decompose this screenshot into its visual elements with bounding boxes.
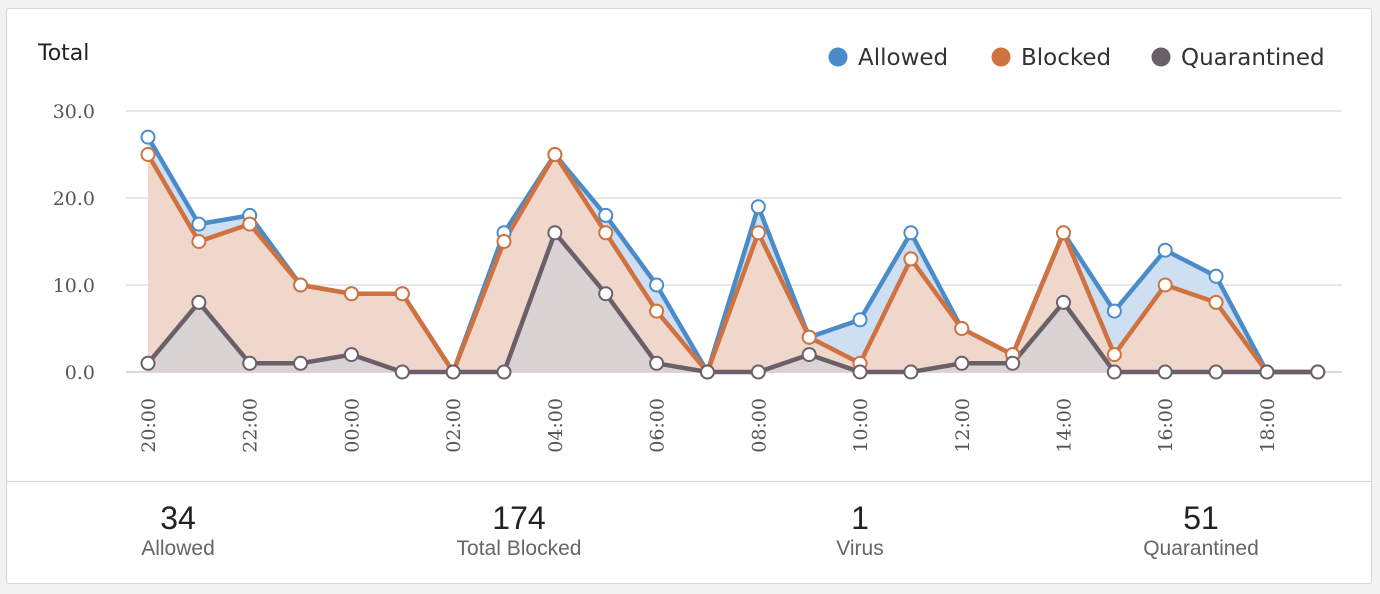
data-point-blocked	[242, 216, 258, 232]
legend-label-blocked: Blocked	[1021, 45, 1111, 71]
data-point-quarantined	[1310, 364, 1326, 380]
data-point-blocked	[1157, 277, 1173, 293]
x-tick-label: 22:00	[240, 398, 262, 453]
series-line-blocked	[146, 152, 1318, 375]
data-point-blocked	[903, 251, 919, 267]
data-point-allowed	[1157, 242, 1173, 258]
data-point-quarantined	[903, 364, 919, 380]
data-point-blocked	[394, 286, 410, 302]
y-tick-label: 30.0	[53, 101, 95, 123]
data-point-quarantined	[1106, 364, 1122, 380]
data-point-quarantined	[1208, 364, 1224, 380]
series-line-quarantined	[146, 230, 1318, 375]
stat-value: 34	[160, 500, 196, 536]
stat-label: Quarantined	[1143, 537, 1259, 560]
x-tick-label: 20:00	[138, 398, 160, 453]
line-area-chart: Total 0.0 10.0 20.0 30.0 20:00 22:00 00:00 02:00…	[37, 41, 1342, 453]
data-point-blocked	[954, 321, 970, 336]
stat-label: Allowed	[141, 537, 215, 560]
card-divider	[6, 481, 1372, 482]
data-point-allowed	[191, 216, 207, 232]
data-point-allowed	[750, 199, 766, 215]
data-point-blocked	[750, 225, 766, 241]
data-point-quarantined	[1157, 364, 1173, 380]
data-point-quarantined	[954, 355, 970, 371]
stat-virus: 1 Virus	[720, 500, 1000, 562]
data-point-quarantined	[598, 286, 614, 302]
data-point-blocked	[1208, 294, 1224, 310]
stat-quarantined: 51 Quarantined	[1061, 500, 1341, 562]
legend-marker-blocked	[991, 47, 1011, 67]
stat-label: Total Blocked	[456, 537, 582, 560]
data-point-quarantined	[750, 364, 766, 380]
x-tick-label: 14:00	[1053, 398, 1075, 453]
data-point-quarantined	[496, 364, 512, 380]
stat-allowed: 34 Allowed	[38, 500, 318, 562]
x-tick-label: 06:00	[647, 398, 669, 453]
data-point-quarantined	[343, 347, 359, 363]
legend-marker-quarantined	[1151, 47, 1171, 67]
x-tick-label: 10:00	[850, 398, 872, 453]
data-point-quarantined	[445, 364, 461, 380]
data-point-quarantined	[242, 355, 258, 371]
data-point-quarantined	[140, 355, 156, 371]
data-point-allowed	[1208, 268, 1224, 284]
data-point-allowed	[598, 207, 614, 223]
x-tick-label: 02:00	[443, 398, 465, 453]
data-point-quarantined	[649, 355, 665, 371]
y-tick-label: 0.0	[65, 362, 95, 384]
data-point-quarantined	[293, 355, 309, 371]
stat-value: 174	[492, 500, 546, 536]
data-point-blocked	[191, 234, 207, 249]
data-point-allowed	[903, 225, 919, 241]
y-tick-label: 10.0	[53, 275, 95, 297]
x-tick-label: 18:00	[1257, 398, 1279, 453]
y-tick-label: 20.0	[53, 188, 95, 210]
data-point-quarantined	[801, 347, 817, 363]
data-point-allowed	[140, 129, 156, 145]
data-point-blocked	[140, 147, 156, 162]
data-point-blocked	[1106, 347, 1122, 363]
data-point-quarantined	[1055, 294, 1071, 310]
data-point-blocked	[496, 234, 512, 249]
data-point-allowed	[649, 277, 665, 293]
data-point-blocked	[598, 225, 614, 241]
data-point-blocked	[649, 303, 665, 319]
data-point-quarantined	[1005, 355, 1021, 371]
data-point-allowed	[852, 312, 868, 328]
stat-value: 51	[1183, 500, 1219, 536]
stat-value: 1	[851, 500, 869, 536]
chart-title: Total	[37, 41, 89, 66]
data-point-blocked	[801, 329, 817, 345]
data-point-blocked	[293, 277, 309, 293]
data-point-blocked	[1055, 225, 1071, 241]
data-point-quarantined	[852, 364, 868, 380]
data-point-blocked	[343, 286, 359, 302]
data-point-quarantined	[394, 364, 410, 380]
x-tick-label: 12:00	[952, 398, 974, 453]
x-tick-label: 08:00	[748, 398, 770, 453]
stat-label: Virus	[836, 537, 884, 560]
series-area-blocked	[148, 154, 1318, 372]
x-tick-label: 04:00	[545, 398, 567, 453]
data-point-allowed	[1106, 303, 1122, 319]
data-point-quarantined	[699, 364, 715, 380]
x-tick-label: 00:00	[341, 398, 363, 453]
legend-label-allowed: Allowed	[858, 45, 948, 71]
data-point-blocked	[547, 147, 563, 162]
data-point-quarantined	[1259, 364, 1275, 380]
legend-marker-allowed	[828, 47, 848, 67]
data-point-quarantined	[191, 294, 207, 310]
data-point-quarantined	[547, 225, 563, 241]
stat-total-blocked: 174 Total Blocked	[379, 500, 659, 562]
legend-label-quarantined: Quarantined	[1181, 45, 1325, 71]
x-tick-label: 16:00	[1155, 398, 1177, 453]
